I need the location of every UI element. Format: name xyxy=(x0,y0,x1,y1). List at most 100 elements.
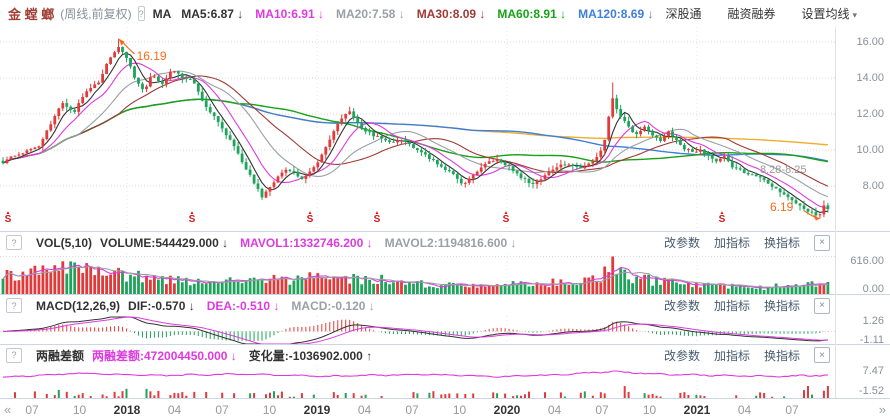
scroll-right-button[interactable]: » xyxy=(878,402,886,417)
trend-arrow-icon: ↓ xyxy=(317,6,324,21)
switch-indicator-button[interactable]: 换指标 xyxy=(763,236,800,250)
indicator-value: 两融差额:472004450.000 ↓ xyxy=(92,348,237,363)
macd-chart[interactable] xyxy=(0,316,835,345)
shenzhen-connect-link[interactable]: 深股通 xyxy=(665,7,702,21)
indicator-value: 变化量:-1036902.000 ↑ xyxy=(248,348,373,363)
low-price-annotation: 6.19 xyxy=(770,200,794,214)
ma-values-group: MA5:6.87 ↓ MA10:6.91 ↓ MA20:7.58 ↓ MA30:8.0… xyxy=(181,7,665,21)
volume-indicator-name: VOL(5,10) xyxy=(36,235,93,250)
trend-arrow-icon: ↑ xyxy=(366,348,373,363)
margin-pane-buttons: 改参数 加指标 换指标 × xyxy=(664,345,830,365)
trend-arrow-icon: ↓ xyxy=(188,298,195,313)
time-axis-label: 10 xyxy=(72,403,87,417)
dividend-marker[interactable]: ▲ S xyxy=(4,210,12,225)
help-icon[interactable]: ? xyxy=(137,6,145,21)
price-chart[interactable]: 16.19 8.28-8.25 6.19 xyxy=(0,27,835,230)
time-axis-label: 10 xyxy=(642,403,657,417)
add-indicator-button[interactable]: 加指标 xyxy=(713,299,750,313)
macd-pane-buttons: 改参数 加指标 换指标 × xyxy=(664,295,830,316)
dividend-marker[interactable]: ▲ S xyxy=(188,210,196,225)
y-axis-tick-label: 0.00 xyxy=(862,283,884,295)
trend-arrow-icon: ↓ xyxy=(230,348,237,363)
trend-arrow-icon: ↓ xyxy=(398,6,405,21)
y-axis-tick-label: 16.00 xyxy=(856,36,884,48)
scroll-left-button[interactable]: « xyxy=(4,402,12,417)
help-icon[interactable]: ? xyxy=(6,298,22,313)
time-axis-label: 07 xyxy=(785,403,799,417)
dividend-marker[interactable]: ▲ S xyxy=(582,210,590,225)
margin-values-group: 两融差额:472004450.000 ↓ 变化量:-1036902.000 ↑ xyxy=(92,347,384,364)
y-axis-tick-label: 7.47 xyxy=(862,365,884,377)
trend-arrow-icon: ↓ xyxy=(273,298,280,313)
trend-arrow-icon: ↓ xyxy=(366,235,373,250)
indicator-value: MAVOL2:1194816.600 ↓ xyxy=(384,235,517,250)
margin-indicator-name: 两融差额 xyxy=(36,348,85,363)
volume-pane-buttons: 改参数 加指标 换指标 × xyxy=(664,232,830,253)
indicator-value: MACD:-0.120 ↓ xyxy=(291,298,375,313)
close-icon[interactable]: × xyxy=(814,347,830,363)
trend-arrow-icon: ↓ xyxy=(510,235,517,250)
close-icon[interactable]: × xyxy=(814,234,830,251)
main-header: 金 螳 螂 (周线,前复权) ? MA MA5:6.87 ↓ MA10:6.91 … xyxy=(0,0,890,27)
margin-pane-header: ? 两融差额 两融差额:472004450.000 ↓ 变化量:-1036902.… xyxy=(0,344,890,365)
volume-pane-header: ? VOL(5,10) VOLUME:544429.000 ↓ MAVOL1:13… xyxy=(0,231,890,253)
indicator-value: MA120:8.69 ↓ xyxy=(578,6,654,21)
indicator-value: MA20:7.58 ↓ xyxy=(335,6,405,21)
volume-chart[interactable] xyxy=(0,253,835,294)
gap-price-annotation: 8.28-8.25 xyxy=(760,164,806,176)
dividend-marker[interactable]: ▲ S xyxy=(306,210,314,225)
y-axis-tick-label: 8.00 xyxy=(862,180,884,192)
dividend-marker[interactable]: ▲ S xyxy=(373,210,381,225)
chevron-down-icon: ▾ xyxy=(852,10,858,20)
indicator-value: DEA:-0.510 ↓ xyxy=(206,298,280,313)
trend-arrow-icon: ↓ xyxy=(237,6,244,21)
y-axis-tick-label: 10.00 xyxy=(856,144,884,156)
time-axis-label: 04 xyxy=(737,403,752,417)
switch-indicator-button[interactable]: 换指标 xyxy=(763,299,800,313)
y-axis-tick-label: 14.00 xyxy=(856,72,884,84)
indicator-value: MA10:6.91 ↓ xyxy=(255,6,324,21)
margin-trading-link[interactable]: 融资融券 xyxy=(727,7,776,21)
margin-balance-chart[interactable] xyxy=(0,365,835,398)
y-axis-tick-label: 12.00 xyxy=(856,108,884,120)
time-axis-label: 07 xyxy=(215,403,229,417)
time-axis-label: 2018 xyxy=(113,403,141,417)
indicator-value: MA60:8.91 ↓ xyxy=(497,6,567,21)
time-axis-label: 04 xyxy=(357,403,372,417)
time-axis-label: 04 xyxy=(547,403,562,417)
time-axis-label: 07 xyxy=(595,403,609,417)
time-axis-label: 04 xyxy=(167,403,182,417)
stock-name: 金 螳 螂 xyxy=(8,7,55,22)
ma-indicator-label: MA xyxy=(152,6,172,21)
edit-params-button[interactable]: 改参数 xyxy=(663,236,700,250)
time-axis-label: 2019 xyxy=(303,403,331,417)
help-icon[interactable]: ? xyxy=(6,235,22,250)
trend-arrow-icon: ↓ xyxy=(479,6,486,21)
help-icon[interactable]: ? xyxy=(6,347,22,363)
close-icon[interactable]: × xyxy=(814,297,830,314)
time-axis: « 07 10 2018 04 07 10 2019 04 07 10 2020 04 07 10 2021… xyxy=(0,398,890,420)
edit-params-button[interactable]: 改参数 xyxy=(663,299,700,313)
dividend-marker[interactable]: ▲ S xyxy=(502,210,510,225)
y-axis-tick-label: 1.26 xyxy=(862,315,884,327)
macd-indicator-name: MACD(12,26,9) xyxy=(36,298,121,313)
ma-settings-dropdown[interactable]: 设置均线 ▾ xyxy=(802,5,858,22)
add-indicator-button[interactable]: 加指标 xyxy=(713,236,750,250)
indicator-value: VOLUME:544429.000 ↓ xyxy=(100,235,229,250)
chart-mode-label: (周线,前复权) xyxy=(60,7,132,21)
time-axis-label: 10 xyxy=(452,403,467,417)
trend-arrow-icon: ↓ xyxy=(647,6,654,21)
dividend-marker[interactable]: ▲ S xyxy=(718,210,726,225)
time-axis-label: 07 xyxy=(405,403,419,417)
add-indicator-button[interactable]: 加指标 xyxy=(713,348,750,363)
indicator-value: MA5:6.87 ↓ xyxy=(181,6,244,21)
ma-settings-label: 设置均线 xyxy=(801,7,850,21)
time-axis-label: 07 xyxy=(25,403,39,417)
switch-indicator-button[interactable]: 换指标 xyxy=(763,348,800,363)
indicator-value: DIF:-0.570 ↓ xyxy=(128,298,195,313)
edit-params-button[interactable]: 改参数 xyxy=(663,348,700,363)
trend-arrow-icon: ↓ xyxy=(560,6,567,21)
trend-arrow-icon: ↓ xyxy=(368,298,375,313)
peak-price-annotation: 16.19 xyxy=(137,49,167,63)
